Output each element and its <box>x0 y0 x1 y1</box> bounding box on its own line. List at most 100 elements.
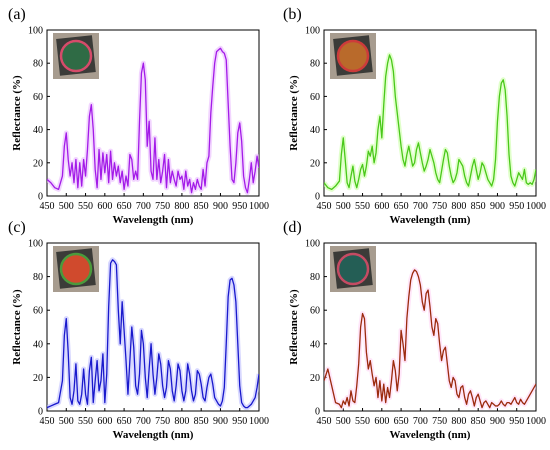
x-tick-label: 750 <box>432 416 447 427</box>
chart-panel-4: (d)450 500 550 600 650 700 750 800 850 900 950 1000… <box>283 219 546 441</box>
y-tick-label: 0 <box>38 407 43 418</box>
y-tick-label: 20 <box>33 158 43 169</box>
x-tick-label: 1000 <box>526 416 546 427</box>
y-tick-label: 80 <box>310 59 320 70</box>
x-tick-label: 1000 <box>526 201 546 212</box>
x-tick-label: 650 <box>117 416 132 427</box>
y-axis-title: Reflectance (%) <box>288 289 300 365</box>
y-tick-label: 60 <box>33 306 43 317</box>
x-tick-label: 850 <box>194 201 209 212</box>
y-axis-title: Reflectance (%) <box>288 75 300 151</box>
x-tick-label: 1000 <box>249 416 269 427</box>
y-tick-label: 40 <box>310 339 320 350</box>
y-tick-label: 40 <box>33 125 43 136</box>
reflectance-line <box>324 269 536 409</box>
y-tick-label: 100 <box>305 239 320 250</box>
x-tick-label: 450 <box>317 416 332 427</box>
y-tick-label: 80 <box>33 59 43 70</box>
y-tick-label: 0 <box>315 407 320 418</box>
x-tick-label: 800 <box>451 416 466 427</box>
x-tick-label: 550 <box>78 416 93 427</box>
panel-label: (a) <box>8 6 26 23</box>
y-tick-label: 20 <box>310 158 320 169</box>
y-tick-label: 100 <box>28 239 43 250</box>
spectrum-group <box>324 267 536 411</box>
x-tick-label: 750 <box>432 201 447 212</box>
reflectance-line <box>324 54 536 191</box>
x-tick-label: 450 <box>317 201 332 212</box>
sample-photo <box>330 33 376 79</box>
x-tick-label: 600 <box>374 416 389 427</box>
x-tick-label: 800 <box>451 201 466 212</box>
y-tick-label: 20 <box>310 373 320 384</box>
x-tick-label: 850 <box>471 201 486 212</box>
y-axis-title: Reflectance (%) <box>11 75 23 151</box>
plot-frame <box>46 242 260 412</box>
x-tick-label: 950 <box>509 201 524 212</box>
x-tick-label: 700 <box>136 201 151 212</box>
chart-panel-3: (c)450 500 550 600 650 700 750 800 850 900 950 1000… <box>8 219 269 441</box>
x-tick-label: 500 <box>59 201 74 212</box>
reflectance-line <box>47 47 259 194</box>
x-tick-label: 800 <box>174 201 189 212</box>
x-tick-label: 650 <box>394 201 409 212</box>
x-tick-label: 850 <box>194 416 209 427</box>
x-tick-label: 700 <box>413 416 428 427</box>
x-tick-label: 900 <box>490 201 505 212</box>
reflectance-line <box>47 259 259 409</box>
x-tick-label: 650 <box>394 416 409 427</box>
y-tick-label: 80 <box>310 272 320 283</box>
y-tick-label: 60 <box>33 92 43 103</box>
sample-photo <box>53 33 99 79</box>
x-tick-label: 1000 <box>249 201 269 212</box>
y-tick-label: 40 <box>310 125 320 136</box>
x-tick-label: 950 <box>232 416 247 427</box>
y-tick-label: 80 <box>33 272 43 283</box>
x-axis-title: Wavelength (nm) <box>113 214 194 226</box>
x-tick-label: 700 <box>136 416 151 427</box>
y-tick-label: 20 <box>33 373 43 384</box>
spectrum-group <box>324 52 536 192</box>
y-axis-title: Reflectance (%) <box>11 289 23 365</box>
sample-photo <box>330 246 376 292</box>
sample-photo <box>53 246 99 292</box>
x-tick-label: 900 <box>213 416 228 427</box>
plot-frame <box>323 242 537 412</box>
chart-panel-2: (b)450 500 550 600 650 700 750 800 850 900 950 1000… <box>283 6 546 226</box>
x-tick-label: 750 <box>155 201 170 212</box>
x-tick-label: 550 <box>355 416 370 427</box>
y-tick-label: 100 <box>28 26 43 37</box>
x-tick-label: 600 <box>97 416 112 427</box>
spectrum-group <box>47 257 259 411</box>
y-tick-label: 40 <box>33 339 43 350</box>
x-tick-label: 500 <box>336 201 351 212</box>
x-tick-label: 550 <box>78 201 93 212</box>
x-tick-label: 650 <box>117 201 132 212</box>
x-tick-label: 500 <box>336 416 351 427</box>
chart-panel-1: (a)450 500 550 600 650 700 750 800 850 900 950 1000… <box>8 6 269 226</box>
plot-frame <box>323 29 537 197</box>
x-tick-label: 900 <box>213 201 228 212</box>
x-tick-label: 500 <box>59 416 74 427</box>
panel-label: (b) <box>283 6 302 23</box>
x-tick-label: 600 <box>97 201 112 212</box>
y-tick-label: 0 <box>38 192 43 203</box>
y-tick-label: 0 <box>315 192 320 203</box>
x-tick-label: 950 <box>509 416 524 427</box>
x-axis-title: Wavelength (nm) <box>390 214 471 226</box>
photo-sample-disc <box>336 39 370 73</box>
photo-sample-disc <box>59 39 93 73</box>
x-tick-label: 800 <box>174 416 189 427</box>
x-tick-label: 900 <box>490 416 505 427</box>
panels: (a)450 500 550 600 650 700 750 800 850 900 950 1000… <box>8 6 546 441</box>
x-tick-label: 950 <box>232 201 247 212</box>
x-tick-label: 700 <box>413 201 428 212</box>
x-tick-label: 750 <box>155 416 170 427</box>
x-axis-title: Wavelength (nm) <box>390 429 471 441</box>
x-tick-label: 600 <box>374 201 389 212</box>
x-tick-label: 550 <box>355 201 370 212</box>
y-tick-label: 60 <box>310 92 320 103</box>
x-tick-label: 850 <box>471 416 486 427</box>
photo-sample-disc <box>336 252 370 286</box>
